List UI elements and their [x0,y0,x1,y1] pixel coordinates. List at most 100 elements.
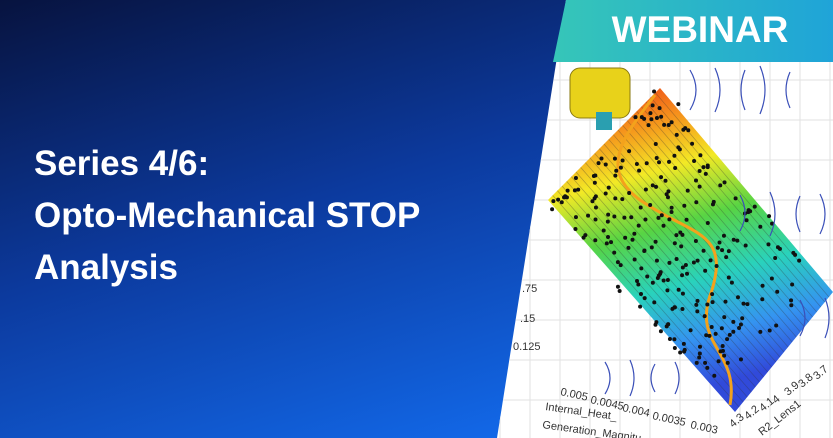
sample-point [642,116,647,121]
sample-point [789,303,794,308]
sample-point [702,314,707,319]
sample-point [708,258,713,263]
tag: WEBINAR [612,9,789,50]
sample-point [645,274,650,279]
sample-point [593,194,598,199]
contour-line [627,120,805,328]
sample-point [606,185,611,190]
sample-point [676,145,681,150]
sample-point [680,273,685,278]
tag-box [553,0,833,62]
contour-line [608,139,789,348]
sample-point [735,238,740,243]
sample-point [685,271,690,276]
sample-point [674,132,679,137]
sample-point [642,296,647,301]
sample-point [639,266,644,271]
sample-point [717,240,722,245]
sample-point [766,242,771,247]
sample-point [684,217,689,222]
housing [569,67,631,119]
sample-point [649,117,654,122]
sample-point [676,287,681,292]
sample-point [666,322,671,327]
sample-point [681,127,686,132]
sample-point [695,298,700,303]
sample-point [613,173,618,178]
sample-point [626,245,631,250]
sample-point [681,341,686,346]
sample-point [738,322,743,327]
sample-point [666,122,671,127]
sample-point [672,305,677,310]
sample-point [797,258,802,263]
sample-point [758,224,763,229]
sample-point [715,245,720,250]
sample-point [614,168,619,173]
sample-point [716,359,721,364]
sample-point [705,220,710,225]
sample-point [688,328,693,333]
sample-point [760,297,765,302]
sample-point [719,326,724,331]
sample-point [623,235,628,240]
sample-point [627,149,632,154]
sample-point [661,223,666,228]
sample-point [652,89,657,94]
sample-point [648,111,653,116]
sample-point [738,357,743,362]
sample-point [672,241,677,246]
sample-point [593,217,598,222]
sample-point [686,128,691,133]
sample-point [680,265,685,270]
sample-point [550,207,555,212]
sample-point [604,241,609,246]
sample-point [758,329,763,334]
sample-point [723,299,728,304]
sample-point [635,278,640,283]
contour-line [641,106,817,313]
contour-line [589,157,773,368]
sample-point [789,298,794,303]
sample-point [629,215,634,220]
sample-point [659,213,664,218]
sample-point [573,227,578,232]
z-tick-label: .75 [522,283,537,295]
sample-point [630,237,635,242]
sample-point [712,373,717,378]
sample-point [724,255,729,260]
sample-point [694,302,699,307]
contour-line [580,167,764,378]
z-tick-label: .15 [520,313,535,325]
sample-point [650,103,655,108]
sample-point [593,238,598,243]
sample-point [669,205,674,210]
sample-point [676,102,681,107]
sample-point [721,233,726,238]
sample-point [693,178,698,183]
sample-point [669,120,674,125]
sample-point [727,332,732,337]
sample-point [572,188,577,193]
sample-point [683,263,688,268]
sample-point [664,192,669,197]
sample-point [774,323,779,328]
contour-line [594,153,777,363]
sample-point [672,337,677,342]
sample-point [678,350,683,355]
sample-point [632,231,637,236]
contour-line [645,101,822,308]
sample-point [694,200,699,205]
sample-point [720,344,725,349]
sample-point [659,175,664,180]
sample-point [612,214,617,219]
sample-point [711,199,716,204]
sample-point [697,344,702,349]
sample-point [678,230,683,235]
sample-point [650,183,655,188]
sample-point [726,249,731,254]
sample-point [639,291,644,296]
sample-point [615,260,620,265]
sample-point [622,215,627,220]
sample-point [692,159,697,164]
